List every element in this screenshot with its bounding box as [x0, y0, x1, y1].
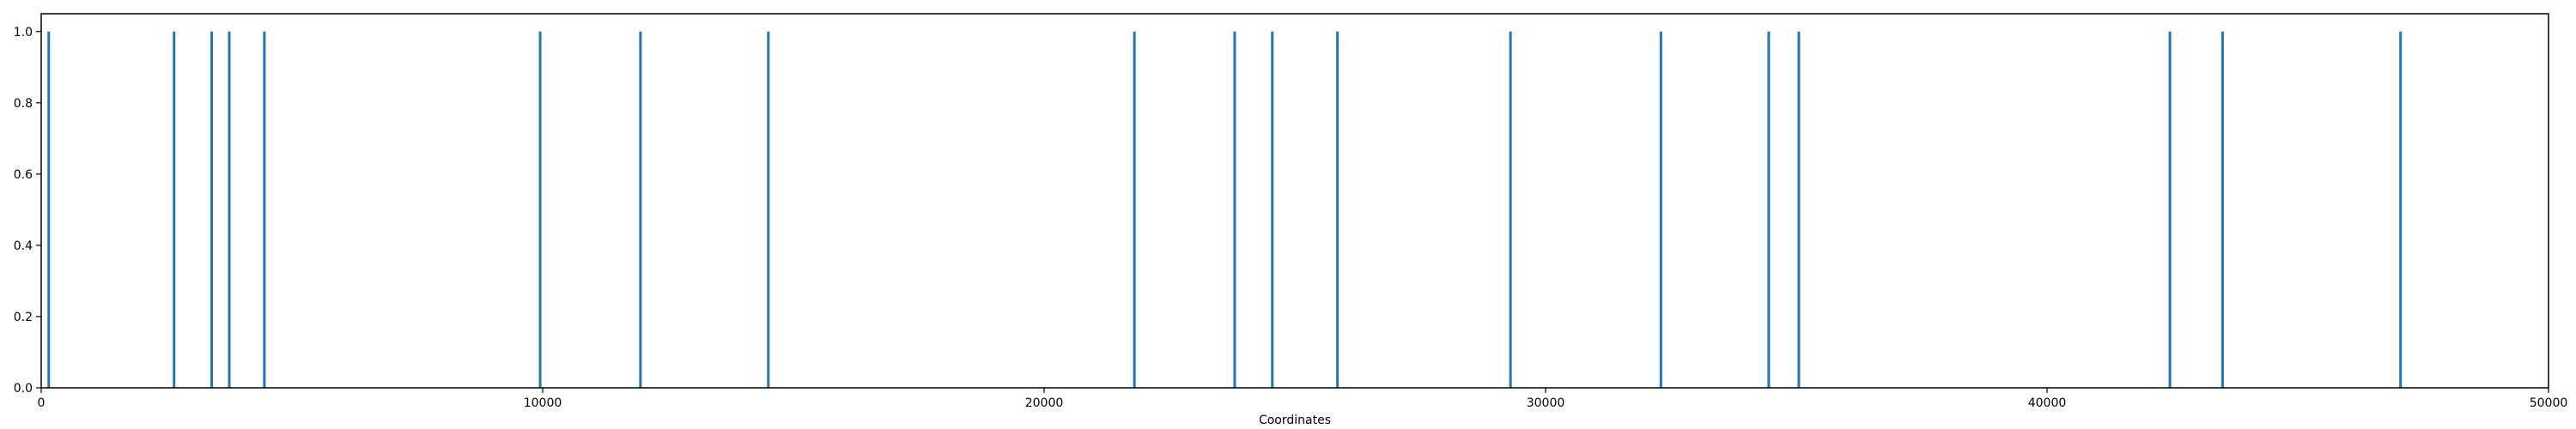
x-tick-label: 30000 — [1527, 396, 1565, 410]
plot-frame — [40, 13, 2549, 389]
bar — [1797, 31, 1801, 388]
x-axis-label: Coordinates — [1259, 414, 1331, 427]
bar — [1509, 31, 1512, 388]
bar — [173, 31, 176, 388]
y-tick-label: 0.8 — [14, 97, 33, 111]
bar — [47, 31, 51, 388]
bar — [639, 31, 642, 388]
bar — [538, 31, 542, 388]
x-tick-label: 0 — [38, 396, 46, 410]
x-axis: 0 10000 20000 30000 40000 50000 — [38, 388, 2568, 410]
bar — [1133, 31, 1136, 388]
y-tick-label: 0.6 — [14, 168, 33, 182]
bar — [1233, 31, 1236, 388]
bar — [1659, 31, 1662, 388]
y-axis: 0.0 0.2 0.4 0.6 0.8 1.0 — [14, 26, 41, 396]
bar — [767, 31, 770, 388]
y-tick-label: 1.0 — [14, 26, 33, 39]
bar — [263, 31, 266, 388]
bar — [1767, 31, 1771, 388]
bar — [2168, 31, 2172, 388]
y-tick-label: 0.2 — [14, 311, 33, 324]
bar-series — [47, 31, 2403, 388]
x-tick-label: 50000 — [2530, 396, 2568, 410]
bar — [210, 31, 214, 388]
y-tick-label: 0.0 — [14, 382, 33, 396]
bar — [2399, 31, 2403, 388]
bar — [1271, 31, 1274, 388]
bar — [228, 31, 231, 388]
x-tick-label: 40000 — [2028, 396, 2067, 410]
bar — [2221, 31, 2224, 388]
bar — [1336, 31, 1340, 388]
x-tick-label: 10000 — [524, 396, 562, 410]
x-tick-label: 20000 — [1025, 396, 1064, 410]
y-tick-label: 0.4 — [14, 239, 33, 253]
